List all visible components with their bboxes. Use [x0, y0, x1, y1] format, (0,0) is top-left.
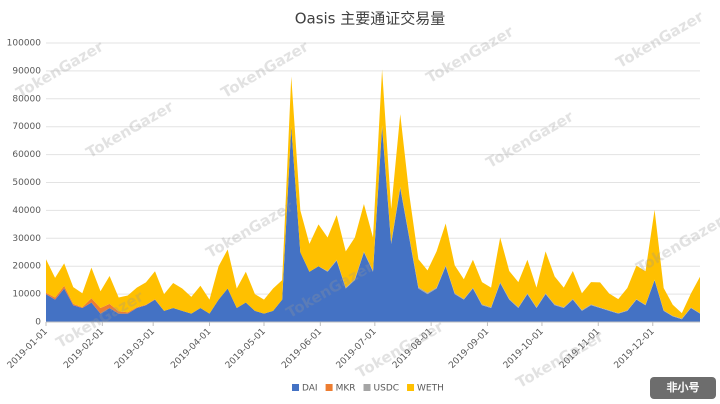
y-tick-label: 50000	[12, 178, 41, 188]
legend-label: DAI	[302, 384, 318, 394]
y-tick-label: 60000	[12, 150, 41, 160]
legend-swatch	[407, 384, 415, 391]
x-tick-label: 2019-06-01	[280, 327, 324, 371]
area	[46, 69, 700, 319]
y-tick-label: 0	[35, 318, 41, 328]
y-tick-label: 30000	[12, 234, 41, 244]
legend-swatch	[363, 384, 371, 391]
legend-swatch	[292, 384, 299, 391]
y-tick-label: 80000	[12, 94, 41, 104]
y-tick-label: 90000	[12, 66, 41, 76]
watermark: TokenGazer	[513, 327, 607, 392]
y-tick-label: 40000	[12, 206, 41, 216]
y-tick-label: 70000	[12, 122, 41, 132]
x-tick-label: 2019-03-01	[113, 327, 157, 371]
watermark: TokenGazer	[423, 22, 517, 87]
watermark: TokenGazer	[83, 97, 177, 162]
y-tick-label: 100000	[7, 39, 42, 49]
watermark: TokenGazer	[633, 212, 720, 277]
logo-box	[650, 377, 716, 399]
y-tick-label: 20000	[12, 262, 41, 272]
watermark: TokenGazer	[203, 197, 297, 262]
x-tick-label: 2019-05-01	[224, 327, 268, 371]
x-tick-label: 2019-09-01	[447, 327, 491, 371]
legend-label: MKR	[336, 384, 356, 394]
legend-swatch	[325, 384, 333, 391]
y-tick-label: 10000	[12, 290, 41, 300]
watermark: TokenGazer	[483, 107, 577, 172]
area	[46, 126, 700, 322]
logo: 非小号	[667, 380, 700, 394]
watermark: TokenGazer	[613, 7, 707, 72]
legend-label: WETH	[417, 384, 444, 394]
x-tick-label: 2019-04-01	[169, 327, 213, 371]
legend-label: USDC	[374, 384, 400, 394]
x-tick-label: 2019-01-01	[6, 327, 50, 371]
watermark: TokenGazer	[353, 317, 447, 382]
watermark: TokenGazer	[218, 37, 312, 102]
x-tick-label: 2019-12-01	[613, 327, 657, 371]
chart-title: Oasis 主要通证交易量	[295, 10, 446, 28]
